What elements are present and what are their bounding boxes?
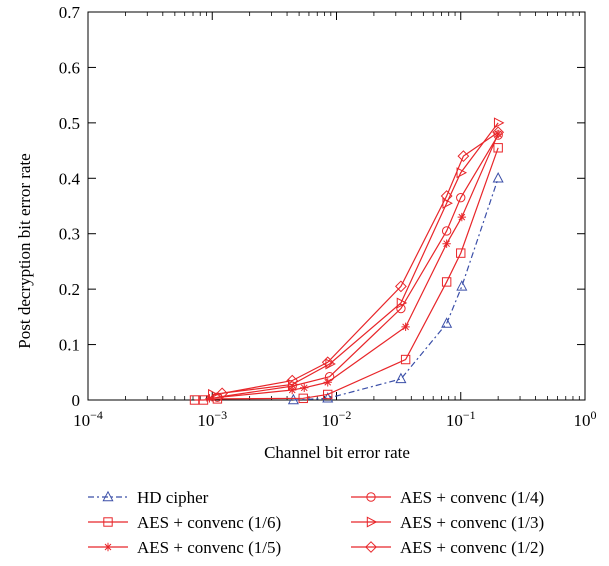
legend-marker bbox=[103, 542, 113, 552]
data-point bbox=[440, 190, 453, 202]
data-point bbox=[286, 374, 299, 387]
data-point bbox=[189, 395, 200, 405]
series-line bbox=[212, 122, 499, 396]
data-point bbox=[396, 297, 408, 309]
legend-label: AES + convenc (1/5) bbox=[137, 538, 281, 557]
data-point bbox=[493, 117, 505, 129]
y-tick-label: 0 bbox=[72, 391, 81, 410]
y-tick-label: 0.2 bbox=[59, 280, 80, 299]
x-tick-label: 10−1 bbox=[446, 408, 476, 430]
data-point bbox=[492, 172, 504, 183]
data-point bbox=[456, 192, 466, 203]
data-point bbox=[208, 388, 219, 400]
series-line bbox=[293, 178, 499, 401]
legend-item: AES + convenc (1/6) bbox=[88, 513, 281, 532]
data-point bbox=[457, 150, 470, 163]
y-tick-label: 0.6 bbox=[59, 58, 80, 77]
data-point bbox=[441, 226, 452, 236]
plot-area bbox=[88, 12, 585, 400]
y-axis-label: Post decryption bit error rate bbox=[15, 153, 34, 348]
data-point bbox=[395, 372, 407, 384]
data-point bbox=[216, 387, 228, 400]
data-point bbox=[287, 393, 299, 405]
legend-item: AES + convenc (1/3) bbox=[351, 513, 544, 532]
legend-label: AES + convenc (1/3) bbox=[400, 513, 544, 532]
legend-label: AES + convenc (1/4) bbox=[400, 488, 544, 507]
data-point bbox=[323, 389, 333, 400]
y-tick-label: 0.4 bbox=[59, 169, 81, 188]
y-tick-label: 0.5 bbox=[59, 114, 80, 133]
data-point bbox=[324, 372, 335, 382]
data-point bbox=[321, 356, 334, 369]
plot-frame bbox=[87, 11, 586, 401]
x-tick-label: 10−2 bbox=[322, 408, 352, 430]
y-tick-label: 0.3 bbox=[59, 225, 80, 244]
legend-label: HD cipher bbox=[137, 488, 209, 507]
x-tick-label: 10−4 bbox=[73, 408, 103, 430]
data-point bbox=[456, 248, 466, 258]
legend-marker bbox=[366, 516, 378, 528]
y-tick-label: 0.7 bbox=[59, 3, 81, 22]
axes: 10−4 10−3 10−2 10−1 100 0 0.1 0.2 0.3 0.4 0.5 0.6 0.… bbox=[59, 3, 597, 430]
series-5 bbox=[216, 126, 505, 400]
series-line bbox=[221, 131, 499, 394]
x-tick-label: 10−3 bbox=[197, 408, 227, 430]
data-point bbox=[396, 303, 406, 314]
data-point bbox=[401, 322, 410, 332]
plot-background bbox=[88, 12, 585, 400]
data-point bbox=[441, 277, 452, 287]
legend-marker bbox=[366, 492, 376, 502]
x-tick-label: 100 bbox=[574, 408, 597, 430]
data-point bbox=[456, 280, 468, 291]
legend: HD cipher AES + convenc (1/6) AES + conven… bbox=[88, 488, 544, 557]
data-point bbox=[400, 354, 411, 365]
legend-marker bbox=[103, 517, 113, 527]
data-point bbox=[298, 393, 308, 404]
data-point bbox=[457, 212, 467, 222]
legend-label: AES + convenc (1/2) bbox=[400, 538, 544, 557]
legend-item: AES + convenc (1/5) bbox=[88, 538, 281, 557]
data-point bbox=[441, 317, 453, 328]
data-point bbox=[395, 280, 407, 293]
legend-item: HD cipher bbox=[88, 488, 209, 507]
legend-item: AES + convenc (1/4) bbox=[351, 488, 544, 507]
series-layer bbox=[189, 117, 505, 405]
legend-marker bbox=[365, 541, 377, 553]
legend-item: AES + convenc (1/2) bbox=[351, 538, 544, 557]
data-point bbox=[493, 143, 503, 153]
data-point bbox=[323, 378, 332, 387]
data-point bbox=[442, 239, 451, 248]
series-0 bbox=[287, 172, 504, 405]
legend-marker bbox=[102, 490, 114, 502]
data-point bbox=[322, 392, 334, 403]
x-axis-label: Channel bit error rate bbox=[264, 443, 410, 462]
data-point bbox=[287, 378, 299, 391]
y-tick-label: 0.1 bbox=[59, 336, 80, 355]
data-point bbox=[492, 126, 505, 139]
data-point bbox=[325, 358, 336, 370]
legend-label: AES + convenc (1/6) bbox=[137, 513, 281, 532]
data-point bbox=[300, 383, 309, 393]
data-point bbox=[493, 129, 503, 139]
